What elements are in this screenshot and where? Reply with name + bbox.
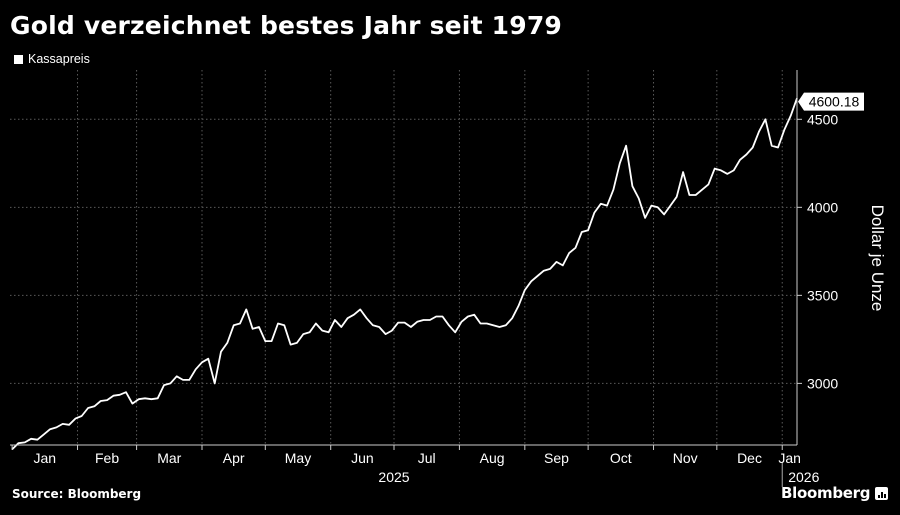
chart-legend: Kassapreis [14,52,90,66]
x-year-label: 2026 [788,469,819,485]
x-tick-label: Feb [95,450,119,466]
y-tick-label: 3000 [807,375,838,391]
bloomberg-logo: Bloomberg [781,484,889,502]
legend-label: Kassapreis [28,52,90,66]
x-tick-label: Sep [544,450,569,466]
series-line-kassapreis [11,97,798,451]
source-note: Source: Bloomberg [12,487,142,501]
x-tick-label: Jul [418,450,436,466]
x-year-label: 2025 [378,469,409,485]
last-value-badge [798,92,864,111]
x-tick-label: Aug [480,450,505,466]
brand-name: Bloomberg [781,484,871,502]
x-tick-label: May [285,450,311,466]
legend-swatch [14,54,23,64]
chart-title: Gold verzeichnet bestes Jahr seit 1979 [10,11,563,40]
x-tick-label: Jan [34,450,57,466]
x-tick-label: Oct [610,450,632,466]
y-tick-label: 4000 [807,199,838,215]
x-tick-label: Mar [157,450,181,466]
y-axis-title: Dollar je Unze [868,205,887,312]
x-tick-label: Apr [223,450,245,466]
x-tick-label: Jun [351,450,374,466]
y-tick-label: 3500 [807,287,838,303]
x-tick-label: Dec [737,450,762,466]
x-tick-label: Jan [778,450,801,466]
last-value-label: 4600.18 [809,94,860,110]
x-tick-label: Nov [673,450,698,466]
bar-chart-icon [875,486,889,500]
y-tick-label: 4500 [807,111,838,127]
